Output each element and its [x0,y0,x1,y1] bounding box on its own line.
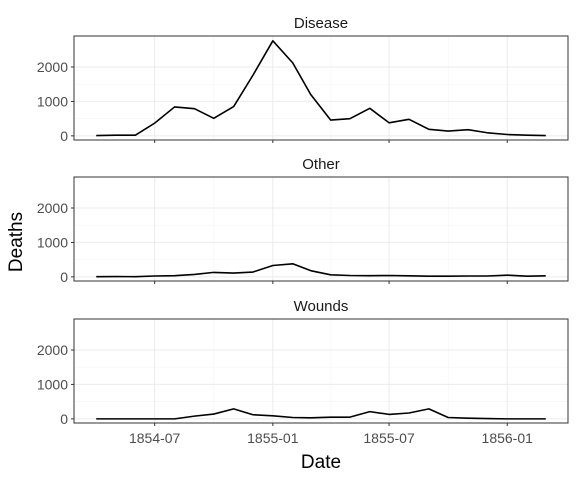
y-tick-label: 0 [60,269,68,285]
facet-panel-wounds: Wounds 0 1000 2000 1854-07 1855-01 1855-07 1856… [37,298,569,446]
facet-strip-label: Disease [294,15,348,32]
y-tick-label: 2000 [37,59,68,75]
y-tick-label: 2000 [37,342,68,358]
x-tick-label: 1854-07 [129,430,181,446]
series-line-wounds [96,408,546,420]
y-axis-title: Deaths [6,212,27,272]
series-line-disease [96,40,546,137]
facet-panel-disease: Disease 0 1000 2000 [37,15,569,144]
panel-border [73,176,569,282]
y-tick-label: 2000 [37,200,68,216]
y-tick-label: 1000 [37,93,68,109]
panel-border [73,318,569,424]
x-axis-title: Date [301,452,341,473]
series-line-other [96,262,546,278]
x-tick-label: 1855-01 [247,430,299,446]
facet-panel-other: Other 0 1000 2000 [37,156,569,285]
y-tick-label: 1000 [37,376,68,392]
x-tick-label: 1856-01 [482,430,534,446]
y-tick-label: 0 [60,128,68,144]
x-tick-label: 1855-07 [363,430,415,446]
y-tick-label: 1000 [37,234,68,250]
panel-border [73,35,569,141]
y-tick-label: 0 [60,411,68,427]
facet-panels: Disease 0 1000 2000 Other 0 1000 2000 Wounds 0 100… [37,15,569,446]
facet-strip-label: Wounds [294,298,349,315]
facet-strip-label: Other [302,156,340,173]
